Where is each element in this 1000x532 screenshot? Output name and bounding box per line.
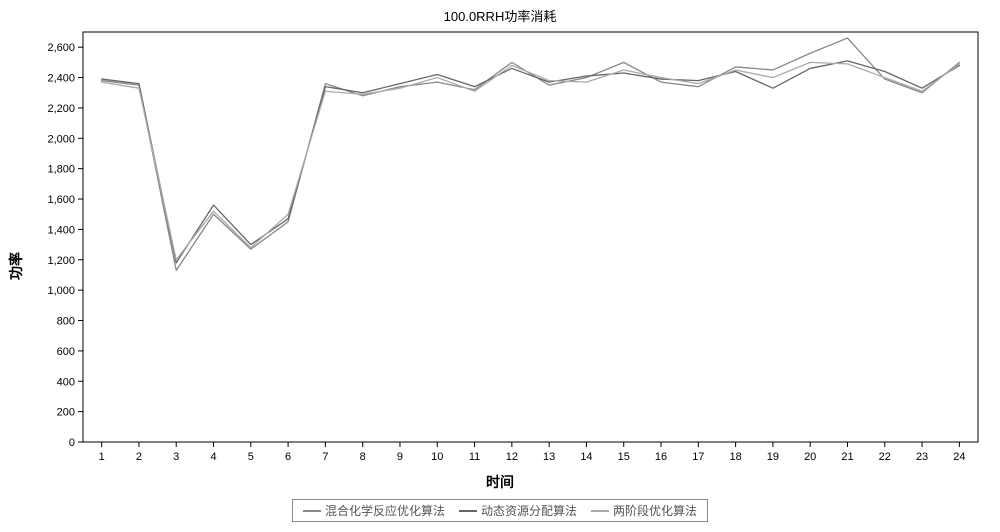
svg-text:19: 19 (767, 451, 779, 463)
svg-text:1,600: 1,600 (47, 194, 75, 206)
svg-text:9: 9 (397, 451, 403, 463)
svg-text:200: 200 (57, 407, 75, 419)
svg-text:22: 22 (879, 451, 891, 463)
legend-item: 动态资源分配算法 (459, 502, 577, 519)
legend-swatch (591, 510, 609, 512)
legend-label: 两阶段优化算法 (613, 502, 697, 519)
chart-title: 100.0RRH功率消耗 (0, 6, 1000, 25)
svg-text:4: 4 (210, 451, 216, 463)
svg-text:600: 600 (57, 346, 75, 358)
legend: 混合化学反应优化算法 动态资源分配算法 两阶段优化算法 (292, 499, 708, 522)
svg-text:2: 2 (136, 451, 142, 463)
svg-text:6: 6 (285, 451, 291, 463)
svg-text:24: 24 (953, 451, 965, 463)
svg-text:800: 800 (57, 316, 75, 328)
chart-container: 100.0RRH功率消耗 功率 0 200 400 600 800 1,000 1,200 1… (0, 0, 1000, 532)
svg-text:20: 20 (804, 451, 816, 463)
svg-text:400: 400 (57, 376, 75, 388)
svg-text:23: 23 (916, 451, 928, 463)
svg-text:1: 1 (99, 451, 105, 463)
svg-text:1,000: 1,000 (47, 285, 75, 297)
svg-text:17: 17 (692, 451, 704, 463)
svg-text:0: 0 (69, 437, 75, 449)
svg-text:15: 15 (618, 451, 630, 463)
y-axis-label: 功率 (6, 252, 26, 280)
svg-text:21: 21 (841, 451, 853, 463)
svg-text:2,400: 2,400 (47, 73, 75, 85)
legend-swatch (459, 510, 477, 512)
legend-label: 动态资源分配算法 (481, 502, 577, 519)
svg-text:1,400: 1,400 (47, 224, 75, 236)
svg-text:14: 14 (580, 451, 592, 463)
legend-label: 混合化学反应优化算法 (325, 502, 445, 519)
legend-item: 混合化学反应优化算法 (303, 502, 445, 519)
svg-text:16: 16 (655, 451, 667, 463)
line-chart: 0 200 400 600 800 1,000 1,200 1,400 1,600 1,800 2,… (35, 26, 990, 470)
x-axis-label: 时间 (0, 472, 1000, 492)
svg-text:11: 11 (469, 451, 480, 463)
svg-text:7: 7 (322, 451, 328, 463)
svg-text:1,200: 1,200 (47, 255, 75, 267)
svg-text:2,200: 2,200 (47, 103, 75, 115)
legend-swatch (303, 510, 321, 512)
legend-item: 两阶段优化算法 (591, 502, 697, 519)
svg-text:3: 3 (173, 451, 179, 463)
svg-text:8: 8 (360, 451, 366, 463)
svg-text:12: 12 (506, 451, 518, 463)
svg-text:10: 10 (431, 451, 443, 463)
svg-text:18: 18 (729, 451, 741, 463)
svg-text:1,800: 1,800 (47, 164, 75, 176)
svg-text:13: 13 (543, 451, 555, 463)
svg-text:2,000: 2,000 (47, 133, 75, 145)
svg-text:5: 5 (248, 451, 254, 463)
svg-text:2,600: 2,600 (47, 42, 75, 54)
